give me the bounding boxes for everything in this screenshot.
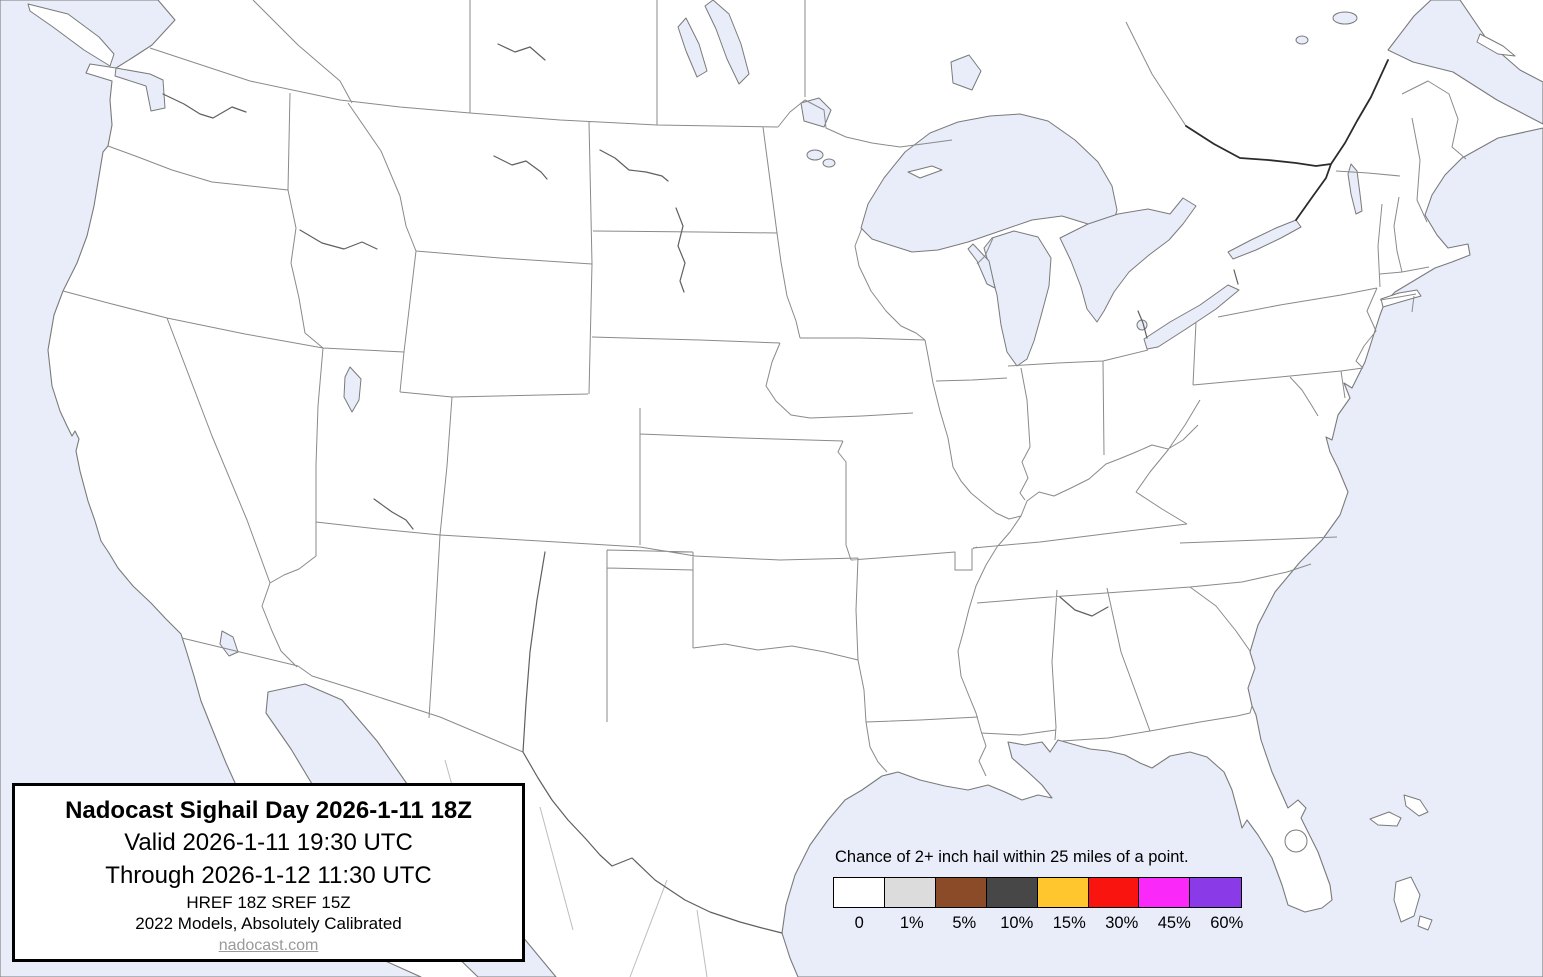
legend-label: 45% bbox=[1157, 914, 1191, 932]
isle-royale bbox=[907, 165, 943, 179]
lake-of-the-woods bbox=[800, 97, 832, 128]
forecast-calibration: 2022 Models, Absolutely Calibrated bbox=[135, 914, 402, 933]
forecast-models: HREF 18Z SREF 15Z bbox=[186, 893, 351, 912]
legend-swatch-45 bbox=[1138, 877, 1191, 908]
legend-swatch-30 bbox=[1087, 877, 1141, 908]
legend-swatch-5 bbox=[934, 877, 988, 908]
legend-swatch-1 bbox=[883, 877, 937, 908]
st-lawrence-border bbox=[1185, 59, 1389, 221]
small-lake-qc bbox=[1295, 35, 1309, 45]
lake-superior bbox=[860, 113, 1118, 253]
atlantic-gulf-ocean bbox=[781, 127, 1543, 977]
mexico-state-borders bbox=[444, 759, 708, 977]
red-lake bbox=[806, 149, 824, 161]
legend-label: 60% bbox=[1210, 914, 1244, 932]
st-lawrence-gulf bbox=[1387, 0, 1543, 125]
legend-caption: Chance of 2+ inch hail within 25 miles o… bbox=[835, 848, 1189, 866]
lake-winnipegosis bbox=[677, 17, 708, 78]
lake-ontario bbox=[1227, 219, 1302, 260]
green-bay bbox=[967, 243, 996, 289]
bahamas-andros bbox=[1393, 876, 1421, 923]
lac-st-jean bbox=[1332, 11, 1358, 25]
bahamas-eleuthera bbox=[1417, 915, 1433, 931]
legend-label: 10% bbox=[1000, 914, 1034, 932]
lake-winnipeg bbox=[704, 0, 750, 85]
hail-probability-legend: Chance of 2+ inch hail within 25 miles o… bbox=[833, 848, 1257, 933]
lake-erie bbox=[1143, 284, 1240, 350]
salton-sea bbox=[219, 630, 239, 657]
legend-swatch-row bbox=[833, 877, 1257, 908]
legend-swatch-15 bbox=[1036, 877, 1090, 908]
rivers bbox=[162, 43, 1239, 934]
forecast-through-time: Through 2026-1-12 11:30 UTC bbox=[105, 862, 432, 889]
nadocast-link[interactable]: nadocast.com bbox=[218, 937, 319, 954]
legend-label-row: 0 1% 5% 10% 15% 30% 45% 60% bbox=[833, 914, 1257, 933]
legend-swatch-0 bbox=[833, 877, 886, 908]
small-lake-mn bbox=[822, 158, 836, 168]
anticosti-island bbox=[1476, 33, 1516, 57]
legend-swatch-60 bbox=[1189, 877, 1242, 908]
puget-sound bbox=[114, 67, 166, 112]
bahamas-grand-bahama bbox=[1369, 811, 1402, 827]
legend-label: 1% bbox=[899, 914, 924, 932]
lake-champlain bbox=[1347, 163, 1363, 215]
state-borders bbox=[62, 0, 1467, 777]
legend-label: 0 bbox=[854, 914, 864, 932]
forecast-valid-time: Valid 2026-1-11 19:30 UTC bbox=[124, 829, 413, 856]
legend-label: 5% bbox=[952, 914, 977, 932]
great-salt-lake bbox=[343, 366, 362, 413]
legend-label: 30% bbox=[1105, 914, 1139, 932]
forecast-title: Nadocast Sighail Day 2026-1-11 18Z bbox=[65, 797, 472, 824]
lake-huron bbox=[1059, 197, 1197, 323]
forecast-info-box: Nadocast Sighail Day 2026-1-11 18Z Valid… bbox=[12, 783, 525, 962]
long-island bbox=[1380, 289, 1422, 308]
bahamas-abaco bbox=[1403, 794, 1429, 817]
legend-swatch-10 bbox=[985, 877, 1039, 908]
lake-okeechobee bbox=[1284, 829, 1308, 853]
legend-label: 15% bbox=[1052, 914, 1086, 932]
lake-nipigon bbox=[950, 54, 982, 91]
vancouver-island bbox=[27, 3, 115, 67]
